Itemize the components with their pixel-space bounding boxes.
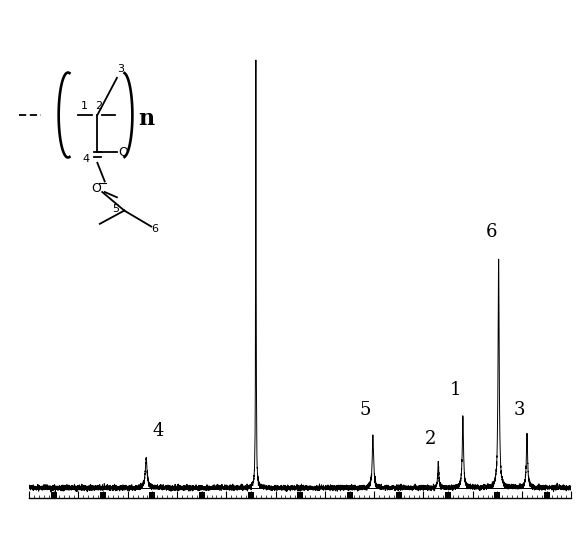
Text: 3: 3 — [117, 64, 124, 74]
Text: 2: 2 — [425, 430, 437, 448]
Text: n: n — [138, 108, 154, 130]
Text: 6: 6 — [486, 223, 497, 241]
Text: 4: 4 — [83, 154, 90, 164]
Text: 5: 5 — [360, 400, 371, 419]
Text: 5: 5 — [112, 204, 120, 214]
Text: 4: 4 — [153, 422, 164, 440]
Text: 6: 6 — [152, 224, 159, 234]
Text: 1: 1 — [449, 381, 461, 399]
Text: O: O — [91, 181, 101, 195]
Text: 2: 2 — [95, 101, 102, 111]
Text: O: O — [118, 145, 128, 159]
Text: 1: 1 — [80, 101, 87, 111]
Text: 3: 3 — [514, 400, 525, 419]
